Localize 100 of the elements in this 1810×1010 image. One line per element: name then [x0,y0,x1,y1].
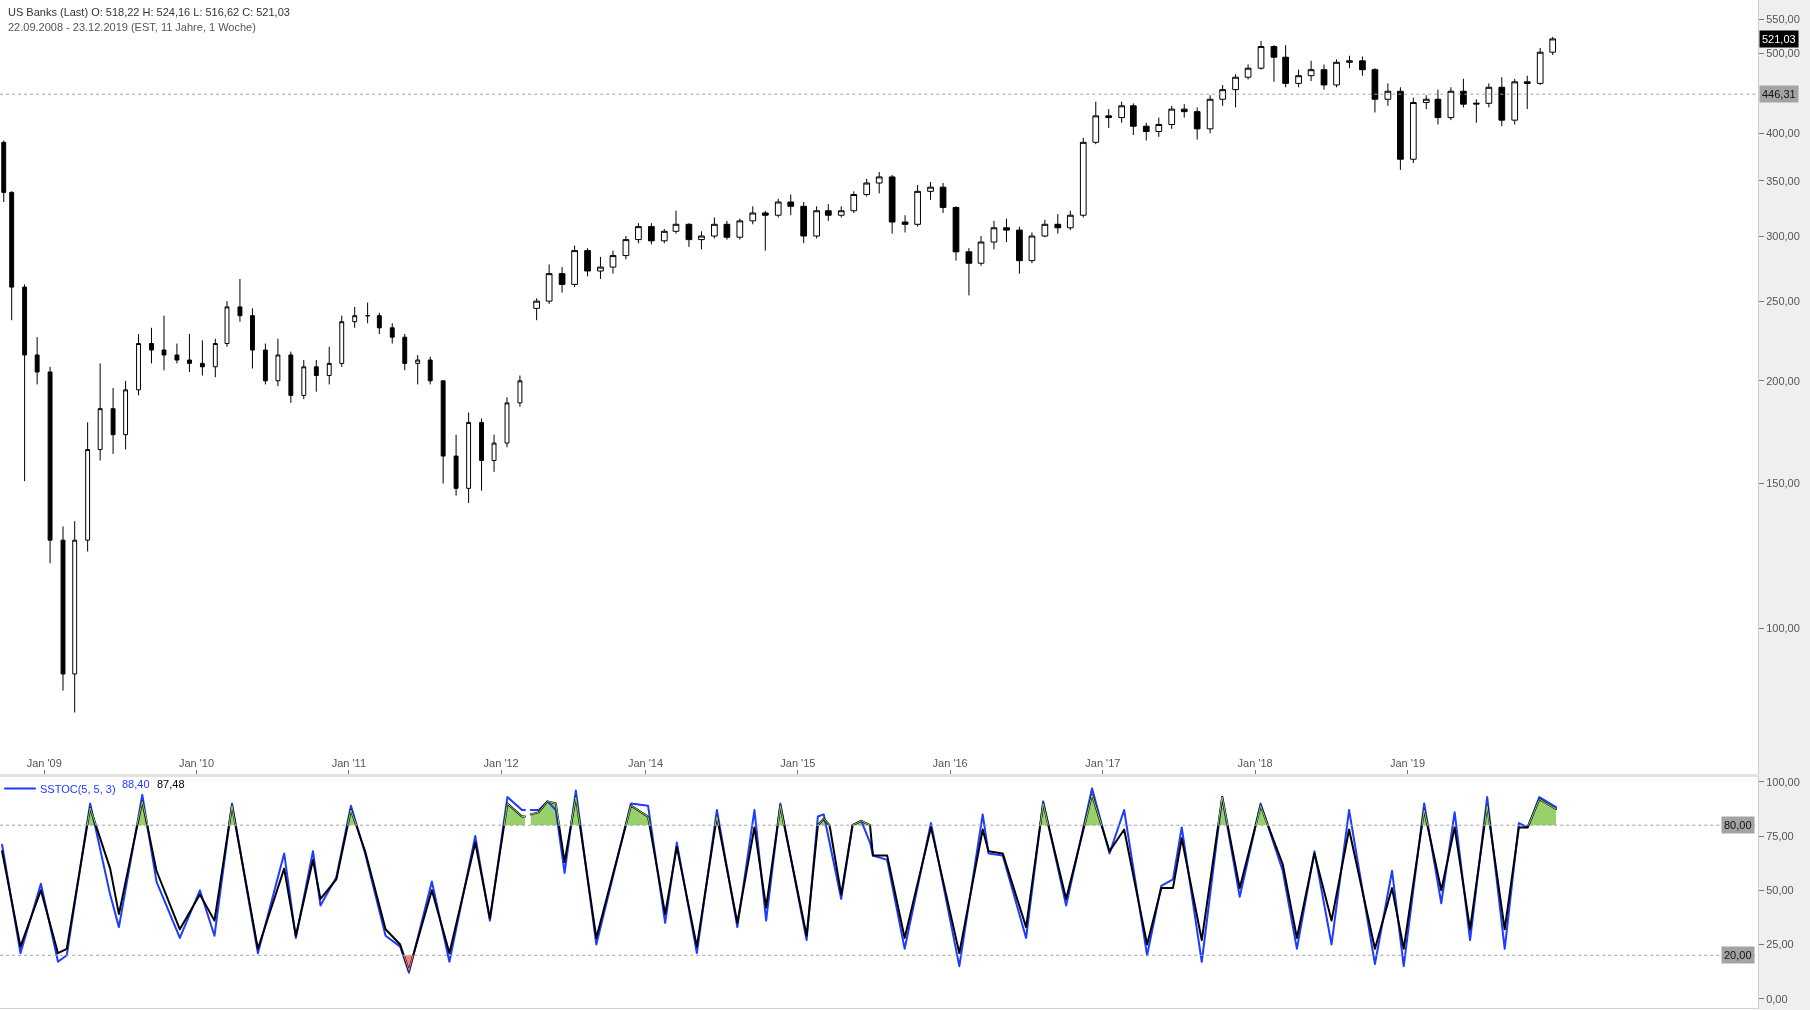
candlestick [888,174,896,235]
candlestick [97,362,103,461]
candlestick [711,216,718,239]
candlestick [736,218,744,241]
y-tick-label: 400,00 [1766,127,1800,140]
candlestick [110,387,116,455]
candlestick [1397,86,1404,171]
candlestick [1409,97,1417,164]
candlestick [1549,36,1557,56]
candlestick [1168,105,1176,130]
candlestick [34,336,40,385]
annotation: 521,03 [1762,33,1796,45]
candlestick [723,220,731,241]
x-tick-label: Jan '10 [178,757,215,769]
candlestick [800,201,808,244]
candlestick [313,359,319,393]
candlestick [1066,210,1074,231]
candlestick [1232,73,1239,108]
candlestick [479,417,484,492]
candlestick [1041,219,1049,238]
candlestick [1346,55,1353,69]
y-tick-label: 25,00 [1766,938,1794,951]
candlestick [813,205,820,239]
candlestick [749,205,757,225]
x-tick-label: Jan '12 [483,757,519,769]
x-tick-label: Jan '11 [331,757,367,769]
candlestick [850,190,858,214]
candlestick [402,333,408,371]
candlestick [389,322,395,345]
candlestick [415,354,421,385]
ref-line-label: 80,00 [1724,819,1752,831]
y-tick-label: 0,00 [1766,992,1788,1005]
candlestick [837,205,845,218]
candlestick [1460,78,1467,108]
candlestick [863,178,871,198]
y-tick-label: 100,00 [1766,622,1800,635]
candlestick [149,327,154,364]
y-tick-label: 550,00 [1766,13,1800,26]
candlestick [9,190,15,321]
candlestick [47,366,53,564]
candlestick [326,346,332,385]
candlestick [698,230,705,250]
candlestick [533,297,540,321]
candlestick [1371,67,1379,113]
candlestick [965,247,973,296]
candlestick [339,315,345,368]
candlestick [635,222,642,244]
candlestick [1307,60,1315,82]
candlestick [1180,103,1188,119]
y-tick-label: 350,00 [1766,174,1800,187]
candlestick [174,343,180,364]
candlestick [1422,94,1430,110]
candlestick [1485,82,1493,108]
candlestick [660,228,668,244]
candlestick [1295,69,1302,88]
candlestick [1193,106,1201,141]
candlestick [1384,82,1392,107]
candlestick [1118,101,1126,124]
candlestick [1129,102,1137,136]
x-tick-label: Jan '16 [932,757,968,769]
candlestick [1434,89,1442,125]
candlestick [927,181,934,201]
candlestick [875,171,883,194]
candlestick [1003,218,1010,243]
x-tick-label: Jan '15 [780,757,816,769]
x-tick-label: Jan '14 [627,757,664,769]
y-tick-label: 300,00 [1766,229,1800,242]
candlestick [288,351,294,404]
candlestick [685,222,693,248]
y-tick-label: 150,00 [1766,477,1800,490]
candlestick [914,184,921,228]
candlestick [622,235,630,260]
candlestick [648,222,655,245]
candlestick [365,302,371,324]
candlestick [466,412,472,504]
candlestick [952,205,960,262]
candlestick [1016,226,1023,275]
y-tick-label: 200,00 [1766,374,1800,387]
x-tick-label: Jan '18 [1237,757,1273,769]
candlestick [250,307,255,370]
candlestick [60,525,66,692]
candlestick [977,235,985,267]
candlestick [558,266,566,294]
candlestick [301,359,307,400]
candlestick [1270,44,1278,83]
candlestick [237,278,243,323]
candlestick [376,312,382,335]
candlestick [136,333,141,396]
candlestick [72,520,78,713]
candlestick [517,374,523,408]
annotation: 87,48 [157,778,185,790]
text: 22.09.2008 - 23.12.2019 (EST, 11 Jahre, 1 Woche) [8,21,256,33]
candlestick [123,380,129,450]
candlestick [761,210,769,252]
annotation: 88,40 [122,778,150,790]
y-tick-label: 500,00 [1766,47,1800,60]
y-tick-label: 250,00 [1766,294,1800,307]
candlestick [161,315,167,371]
candlestick [1219,84,1226,107]
ref-line-label: 446,31 [1762,88,1796,100]
